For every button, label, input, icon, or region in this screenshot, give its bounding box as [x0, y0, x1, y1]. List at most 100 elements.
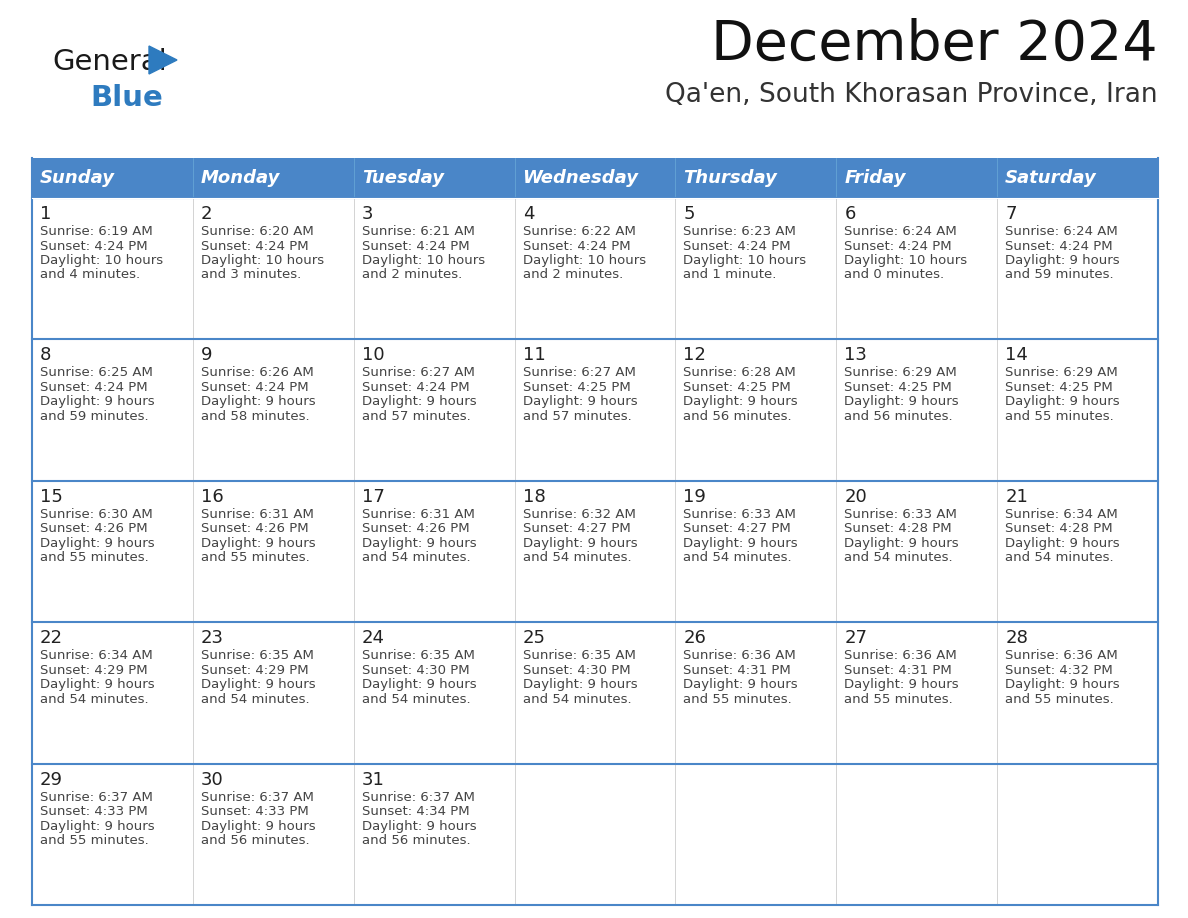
Text: Sunset: 4:24 PM: Sunset: 4:24 PM [40, 381, 147, 394]
Text: and 59 minutes.: and 59 minutes. [40, 410, 148, 423]
Text: Sunrise: 6:19 AM: Sunrise: 6:19 AM [40, 225, 153, 238]
Text: Sunset: 4:24 PM: Sunset: 4:24 PM [523, 240, 630, 252]
Text: and 55 minutes.: and 55 minutes. [40, 552, 148, 565]
Text: Sunrise: 6:37 AM: Sunrise: 6:37 AM [40, 790, 153, 803]
Text: Sunset: 4:33 PM: Sunset: 4:33 PM [201, 805, 309, 818]
Text: and 58 minutes.: and 58 minutes. [201, 410, 310, 423]
Text: and 55 minutes.: and 55 minutes. [40, 834, 148, 847]
Text: Daylight: 10 hours: Daylight: 10 hours [845, 254, 967, 267]
Text: and 54 minutes.: and 54 minutes. [40, 693, 148, 706]
Text: Sunrise: 6:34 AM: Sunrise: 6:34 AM [1005, 508, 1118, 521]
Text: Sunrise: 6:24 AM: Sunrise: 6:24 AM [845, 225, 958, 238]
Text: Daylight: 9 hours: Daylight: 9 hours [1005, 254, 1120, 267]
Text: Sunset: 4:29 PM: Sunset: 4:29 PM [40, 664, 147, 677]
Text: and 1 minute.: and 1 minute. [683, 268, 777, 282]
Text: Sunset: 4:24 PM: Sunset: 4:24 PM [361, 240, 469, 252]
Text: Daylight: 9 hours: Daylight: 9 hours [1005, 396, 1120, 409]
Text: and 54 minutes.: and 54 minutes. [523, 693, 631, 706]
Text: Daylight: 9 hours: Daylight: 9 hours [40, 678, 154, 691]
Text: Sunrise: 6:26 AM: Sunrise: 6:26 AM [201, 366, 314, 379]
Text: Daylight: 9 hours: Daylight: 9 hours [361, 678, 476, 691]
Text: Sunrise: 6:32 AM: Sunrise: 6:32 AM [523, 508, 636, 521]
Text: and 2 minutes.: and 2 minutes. [361, 268, 462, 282]
Text: Sunrise: 6:29 AM: Sunrise: 6:29 AM [1005, 366, 1118, 379]
Text: and 56 minutes.: and 56 minutes. [683, 410, 792, 423]
Text: and 55 minutes.: and 55 minutes. [1005, 410, 1114, 423]
Text: and 55 minutes.: and 55 minutes. [1005, 693, 1114, 706]
Text: and 3 minutes.: and 3 minutes. [201, 268, 301, 282]
Text: Daylight: 9 hours: Daylight: 9 hours [523, 396, 637, 409]
Text: and 56 minutes.: and 56 minutes. [845, 410, 953, 423]
Text: 13: 13 [845, 346, 867, 364]
Text: 21: 21 [1005, 487, 1028, 506]
Text: and 54 minutes.: and 54 minutes. [361, 693, 470, 706]
Text: Sunset: 4:29 PM: Sunset: 4:29 PM [201, 664, 309, 677]
Text: Thursday: Thursday [683, 169, 777, 187]
Text: Friday: Friday [845, 169, 905, 187]
Text: Sunset: 4:30 PM: Sunset: 4:30 PM [361, 664, 469, 677]
Text: Saturday: Saturday [1005, 169, 1097, 187]
Text: 12: 12 [683, 346, 707, 364]
Text: and 4 minutes.: and 4 minutes. [40, 268, 140, 282]
Text: 26: 26 [683, 629, 707, 647]
Text: and 56 minutes.: and 56 minutes. [361, 834, 470, 847]
Text: Sunset: 4:24 PM: Sunset: 4:24 PM [201, 240, 309, 252]
Text: and 55 minutes.: and 55 minutes. [201, 552, 310, 565]
Bar [32, 198, 1158, 340]
Text: Sunrise: 6:35 AM: Sunrise: 6:35 AM [361, 649, 474, 662]
Text: Sunset: 4:28 PM: Sunset: 4:28 PM [1005, 522, 1113, 535]
Text: December 2024: December 2024 [712, 18, 1158, 72]
Text: Sunrise: 6:31 AM: Sunrise: 6:31 AM [201, 508, 314, 521]
Text: Sunset: 4:31 PM: Sunset: 4:31 PM [845, 664, 952, 677]
Text: and 54 minutes.: and 54 minutes. [1005, 552, 1114, 565]
Text: 1: 1 [40, 205, 51, 223]
Text: Qa'en, South Khorasan Province, Iran: Qa'en, South Khorasan Province, Iran [665, 82, 1158, 108]
Text: and 59 minutes.: and 59 minutes. [1005, 268, 1114, 282]
Text: Sunrise: 6:27 AM: Sunrise: 6:27 AM [523, 366, 636, 379]
Text: 4: 4 [523, 205, 535, 223]
Text: 24: 24 [361, 629, 385, 647]
Text: Sunset: 4:34 PM: Sunset: 4:34 PM [361, 805, 469, 818]
Text: Sunset: 4:25 PM: Sunset: 4:25 PM [845, 381, 952, 394]
Text: Daylight: 9 hours: Daylight: 9 hours [201, 678, 316, 691]
Text: Daylight: 10 hours: Daylight: 10 hours [201, 254, 324, 267]
Text: 30: 30 [201, 770, 223, 789]
Text: Sunrise: 6:22 AM: Sunrise: 6:22 AM [523, 225, 636, 238]
Text: Sunrise: 6:33 AM: Sunrise: 6:33 AM [683, 508, 796, 521]
Text: 31: 31 [361, 770, 385, 789]
Text: Daylight: 9 hours: Daylight: 9 hours [361, 537, 476, 550]
Text: 23: 23 [201, 629, 223, 647]
Text: Daylight: 9 hours: Daylight: 9 hours [201, 820, 316, 833]
Polygon shape [148, 46, 177, 74]
Text: Daylight: 9 hours: Daylight: 9 hours [361, 820, 476, 833]
Text: Monday: Monday [201, 169, 280, 187]
Text: 22: 22 [40, 629, 63, 647]
Text: and 2 minutes.: and 2 minutes. [523, 268, 623, 282]
Text: Daylight: 9 hours: Daylight: 9 hours [845, 396, 959, 409]
Text: Sunrise: 6:28 AM: Sunrise: 6:28 AM [683, 366, 796, 379]
Text: and 0 minutes.: and 0 minutes. [845, 268, 944, 282]
Text: Sunset: 4:25 PM: Sunset: 4:25 PM [1005, 381, 1113, 394]
Text: Sunrise: 6:31 AM: Sunrise: 6:31 AM [361, 508, 474, 521]
Text: Daylight: 9 hours: Daylight: 9 hours [683, 678, 798, 691]
Text: Tuesday: Tuesday [361, 169, 443, 187]
Text: Daylight: 9 hours: Daylight: 9 hours [201, 537, 316, 550]
Text: Daylight: 10 hours: Daylight: 10 hours [361, 254, 485, 267]
Text: Sunrise: 6:23 AM: Sunrise: 6:23 AM [683, 225, 796, 238]
Text: Sunset: 4:30 PM: Sunset: 4:30 PM [523, 664, 630, 677]
Text: 15: 15 [40, 487, 63, 506]
Text: and 56 minutes.: and 56 minutes. [201, 834, 310, 847]
Text: Sunrise: 6:21 AM: Sunrise: 6:21 AM [361, 225, 474, 238]
Text: Daylight: 10 hours: Daylight: 10 hours [40, 254, 163, 267]
Text: 16: 16 [201, 487, 223, 506]
Text: 17: 17 [361, 487, 385, 506]
Text: Sunset: 4:25 PM: Sunset: 4:25 PM [683, 381, 791, 394]
Text: Sunset: 4:24 PM: Sunset: 4:24 PM [1005, 240, 1113, 252]
Text: Daylight: 10 hours: Daylight: 10 hours [683, 254, 807, 267]
Text: Daylight: 10 hours: Daylight: 10 hours [523, 254, 646, 267]
Text: and 57 minutes.: and 57 minutes. [523, 410, 631, 423]
Text: Sunrise: 6:27 AM: Sunrise: 6:27 AM [361, 366, 474, 379]
Text: Blue: Blue [90, 84, 163, 112]
Text: Sunset: 4:28 PM: Sunset: 4:28 PM [845, 522, 952, 535]
Text: Daylight: 9 hours: Daylight: 9 hours [1005, 678, 1120, 691]
